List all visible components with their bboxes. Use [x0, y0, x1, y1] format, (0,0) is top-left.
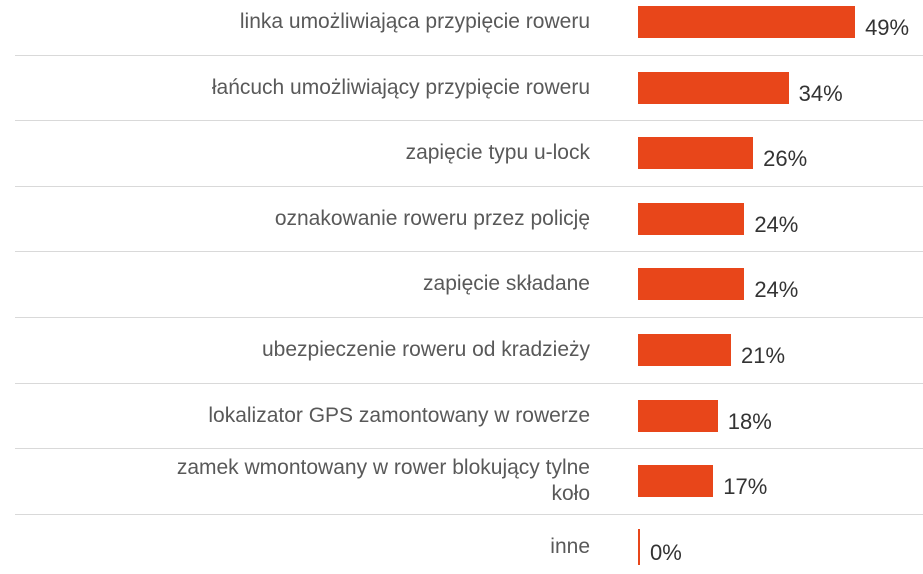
row: zamek wmontowany w rower blokujący tylne…: [0, 448, 923, 514]
separator: [15, 185, 923, 187]
row: łańcuch umożliwiający przypięcie roweru 3…: [0, 55, 923, 121]
row: lokalizator GPS zamontowany w rowerze 18%: [0, 383, 923, 449]
row: oznakowanie roweru przez policję 24%: [0, 186, 923, 252]
category-label: zamek wmontowany w rower blokujący tylne…: [176, 456, 590, 506]
value-label: 21%: [741, 343, 786, 368]
row: linka umożliwiająca przypięcie roweru 49%: [0, 0, 923, 55]
row: ubezpieczenie roweru od kradzieży 21%: [0, 317, 923, 383]
value-label: 34%: [798, 80, 843, 106]
bar: [638, 268, 745, 301]
row: zapięcie składane 24%: [0, 251, 923, 317]
category-label: ubezpieczenie roweru od kradzieży: [261, 338, 590, 361]
bar: [638, 334, 732, 366]
separator: [15, 251, 923, 253]
category-label: zapięcie składane: [423, 272, 590, 296]
bar: [638, 137, 754, 170]
category-label: łańcuch umożliwiający przypięcie roweru: [211, 75, 590, 99]
row: inne 0%: [0, 514, 923, 574]
bar: [638, 465, 714, 498]
separator: [15, 448, 923, 450]
bar: [638, 528, 640, 565]
category-label: inne: [550, 534, 590, 558]
value-label: 24%: [754, 277, 799, 303]
separator: [15, 317, 923, 318]
value-label: 24%: [754, 211, 799, 237]
row: zapięcie typu u-lock 26%: [0, 120, 923, 186]
bar: [638, 399, 718, 432]
separator: [15, 382, 923, 384]
bar: [638, 202, 745, 235]
separator: [15, 54, 923, 56]
value-label: 26%: [763, 146, 808, 172]
bar: [638, 6, 856, 38]
bar: [638, 71, 789, 104]
category-label: oznakowanie roweru przez policję: [274, 206, 590, 230]
value-label: 17%: [723, 474, 768, 500]
category-label: zapięcie typu u-lock: [405, 141, 590, 165]
value-label: 0%: [650, 539, 682, 565]
category-label: linka umożliwiająca przypięcie roweru: [239, 10, 590, 33]
value-label: 49%: [865, 15, 910, 40]
separator: [15, 120, 923, 122]
value-label: 18%: [727, 408, 772, 434]
separator: [15, 513, 923, 515]
category-label: lokalizator GPS zamontowany w rowerze: [208, 403, 590, 427]
